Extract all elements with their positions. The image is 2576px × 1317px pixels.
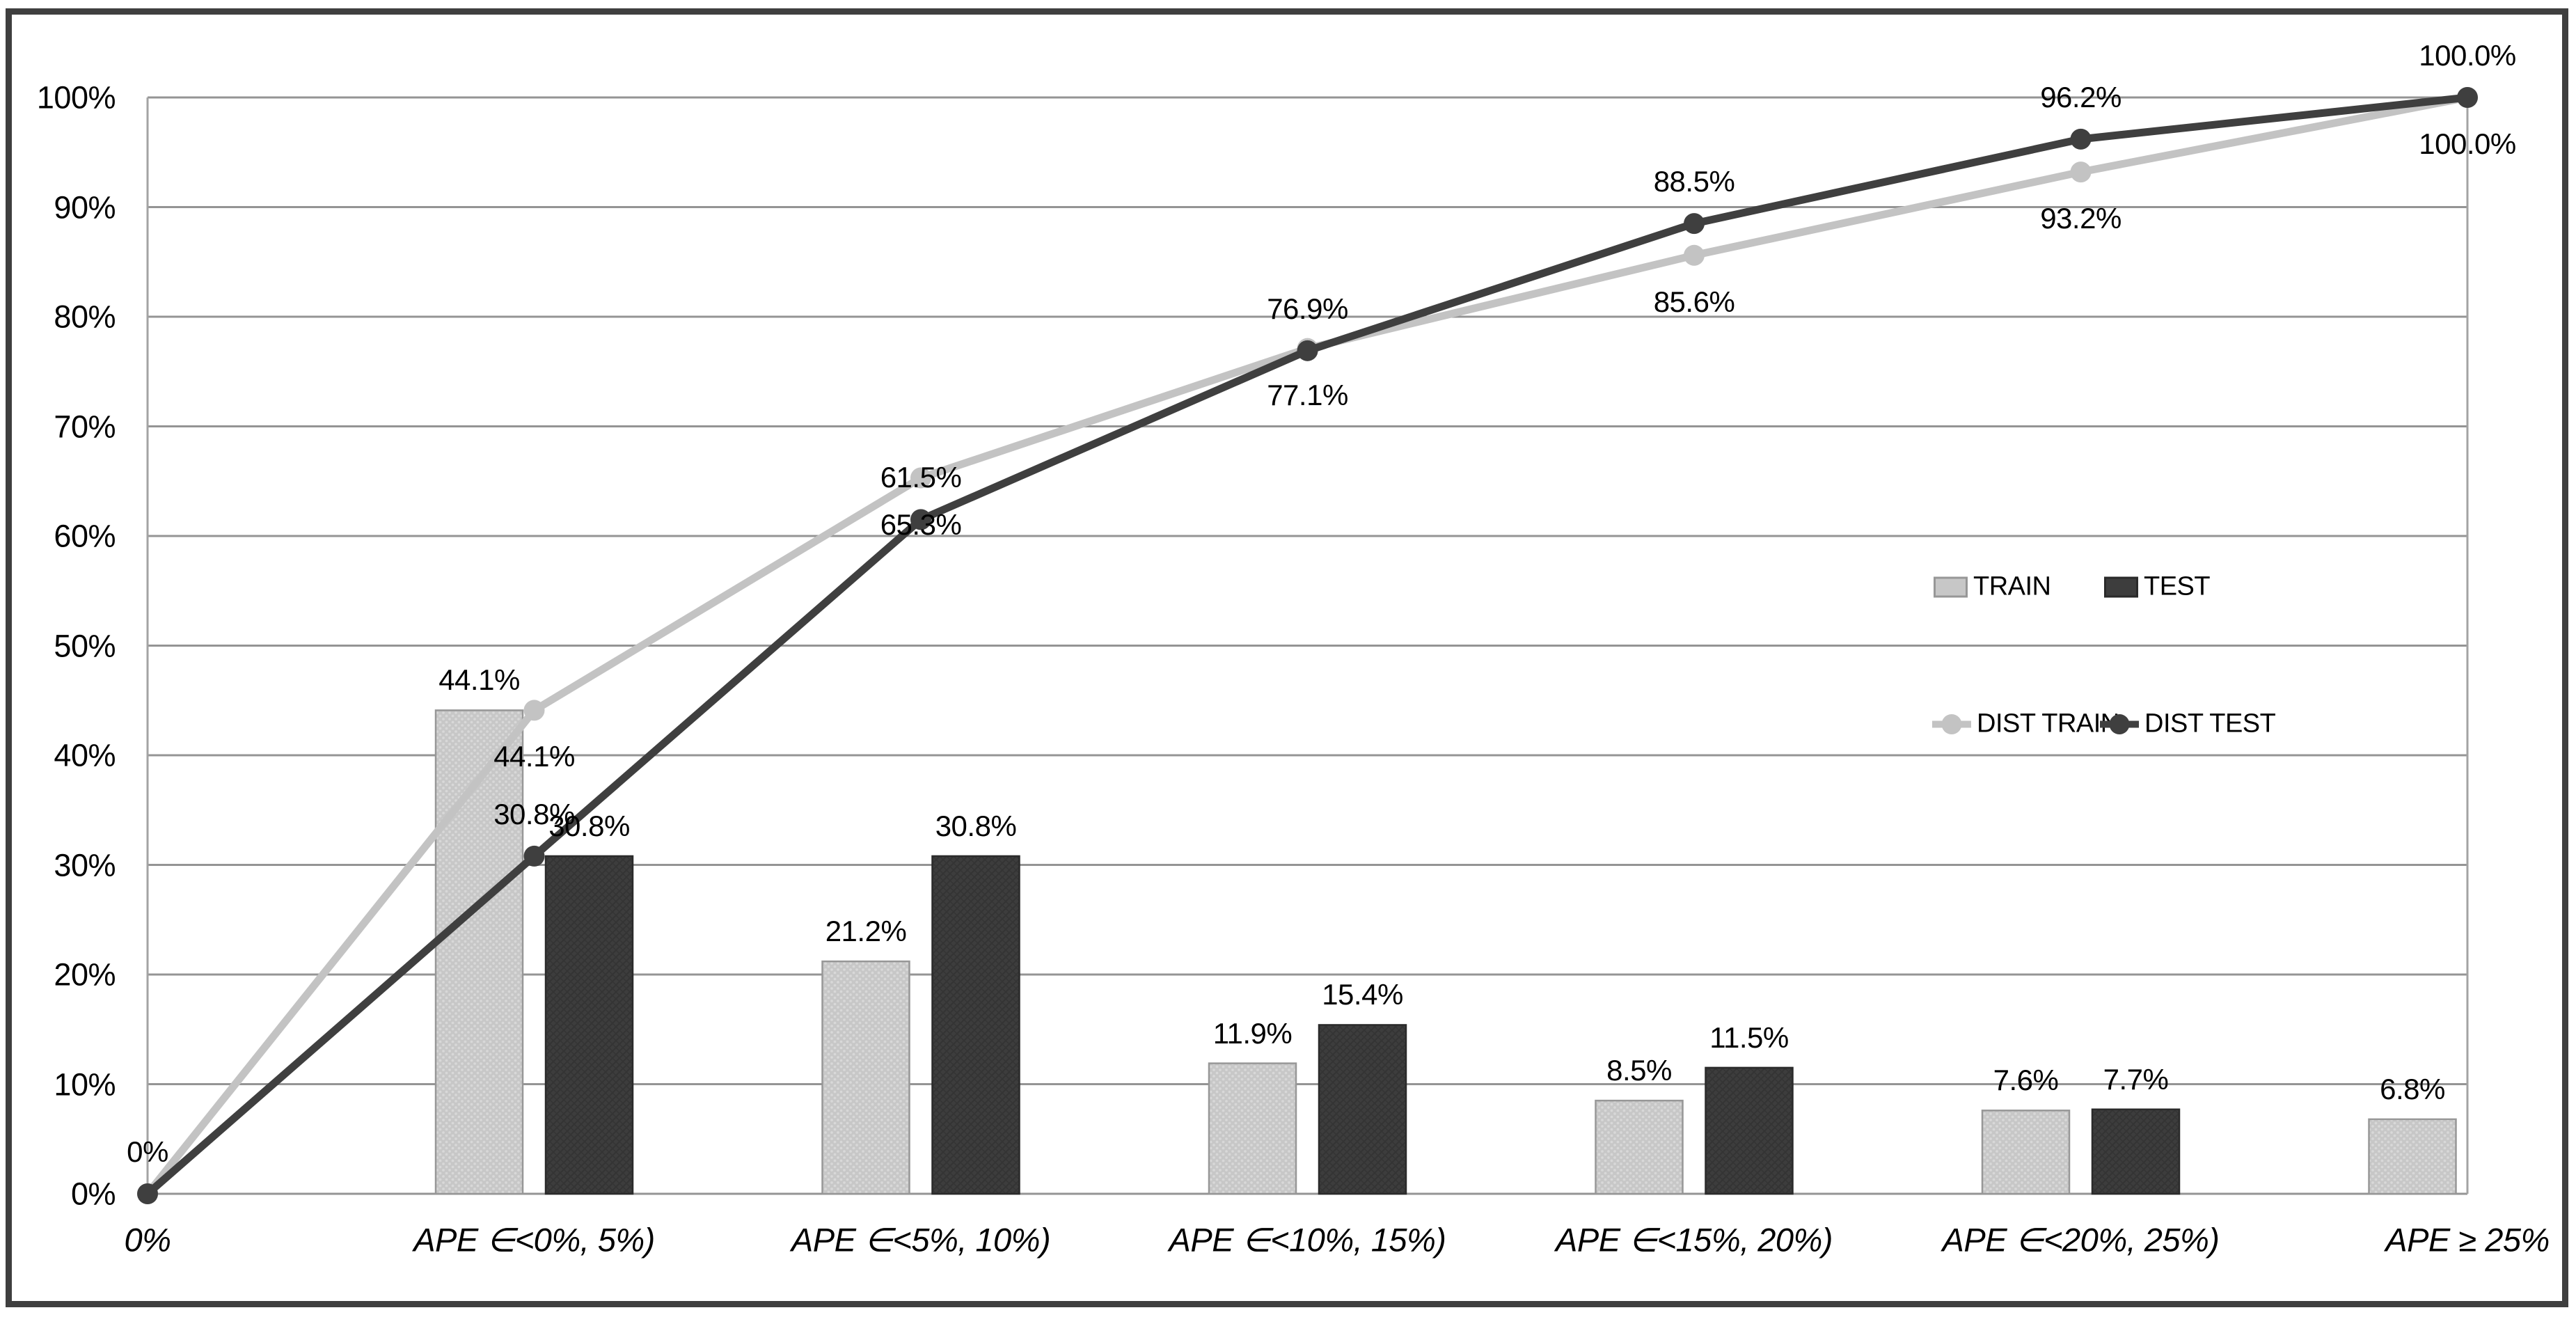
y-tick-label: 20% bbox=[54, 956, 116, 993]
dist-train-marker bbox=[523, 700, 545, 721]
dist-train-value-label: 85.6% bbox=[1653, 285, 1735, 318]
dist-train-value-label: 44.1% bbox=[493, 740, 575, 773]
train-bar-value-label: 44.1% bbox=[438, 663, 520, 697]
dist-test-marker bbox=[1684, 213, 1705, 235]
dist-test-marker bbox=[523, 845, 545, 867]
dist-test-marker bbox=[1297, 340, 1318, 361]
test-bar-value-label: 30.8% bbox=[548, 809, 630, 842]
legend-label-dist-train: DIST TRAIN bbox=[1977, 709, 2119, 739]
test-bar-value-label: 11.5% bbox=[1709, 1020, 1789, 1054]
y-tick-label: 90% bbox=[54, 189, 116, 225]
legend-item-dist-train: DIST TRAIN bbox=[1932, 709, 2119, 739]
y-tick-label: 10% bbox=[54, 1066, 116, 1102]
dist-train-marker-icon bbox=[1932, 713, 1971, 735]
test-bar-value-label: 30.8% bbox=[935, 809, 1017, 842]
test-bar bbox=[931, 855, 1020, 1195]
train-bar bbox=[2368, 1118, 2457, 1195]
train-bar-value-label: 6.8% bbox=[2380, 1072, 2445, 1105]
test-bar-value-label: 15.4% bbox=[1322, 978, 1403, 1011]
dist-test-value-label: 96.2% bbox=[2040, 80, 2121, 113]
dist-train-value-label: 100.0% bbox=[2419, 127, 2516, 160]
train-bar-value-label: 7.6% bbox=[1993, 1064, 2059, 1097]
dist-train-value-label: 65.3% bbox=[880, 507, 962, 541]
y-tick-label: 80% bbox=[54, 299, 116, 335]
dist-train-value-label: 77.1% bbox=[1267, 378, 1348, 411]
train-swatch-icon bbox=[1934, 576, 1968, 597]
legend-label-dist-test: DIST TEST bbox=[2144, 709, 2276, 739]
train-bar bbox=[821, 960, 910, 1195]
dist-test-marker bbox=[137, 1183, 158, 1204]
y-tick-label: 60% bbox=[54, 518, 116, 554]
train-bar bbox=[1208, 1062, 1297, 1195]
test-bar-value-label: 7.7% bbox=[2103, 1062, 2169, 1096]
dist-test-marker bbox=[910, 509, 931, 530]
legend-item-train: TRAIN bbox=[1934, 572, 2051, 602]
legend-label-train: TRAIN bbox=[1973, 571, 2051, 601]
dist-test-marker bbox=[2070, 128, 2092, 150]
dist-test-value-label: 76.9% bbox=[1267, 292, 1348, 325]
train-bar-value-label: 21.2% bbox=[825, 915, 907, 948]
category-label: APE ≥ 25% bbox=[2385, 1221, 2550, 1259]
y-tick-label: 0% bbox=[70, 1176, 116, 1212]
y-tick-label: 50% bbox=[54, 628, 116, 663]
dist-test-value-label: 88.5% bbox=[1653, 165, 1735, 198]
y-tick-label: 40% bbox=[54, 737, 116, 773]
train-bar bbox=[434, 709, 524, 1195]
dist-test-marker-icon bbox=[2100, 713, 2139, 735]
dist-test-value-label: 0% bbox=[127, 1135, 168, 1168]
test-bar bbox=[1705, 1066, 1794, 1195]
y-tick-label: 70% bbox=[54, 409, 116, 444]
category-label: APE ∈<5%, 10%) bbox=[791, 1221, 1051, 1259]
category-label: 0% bbox=[124, 1221, 171, 1259]
y-tick-label: 30% bbox=[54, 847, 116, 883]
dist-test-value-label: 61.5% bbox=[880, 461, 962, 494]
category-label: APE ∈<0%, 5%) bbox=[413, 1221, 655, 1259]
legend-item-test: TEST bbox=[2104, 571, 2211, 602]
dist-test-marker bbox=[2457, 87, 2478, 108]
legend-item-dist-test: DIST TEST bbox=[2100, 709, 2276, 739]
dist-test-value-label: 100.0% bbox=[2419, 39, 2516, 72]
train-bar-value-label: 11.9% bbox=[1212, 1016, 1293, 1050]
dist-train-marker bbox=[910, 467, 931, 489]
dist-train-marker bbox=[2070, 161, 2092, 183]
dist-train-value-label: 93.2% bbox=[2040, 202, 2121, 235]
test-bar bbox=[544, 855, 634, 1195]
dist-train-marker bbox=[1684, 244, 1705, 266]
test-swatch-icon bbox=[2104, 576, 2138, 597]
train-bar bbox=[1981, 1110, 2071, 1195]
test-bar bbox=[2091, 1108, 2181, 1195]
train-bar-value-label: 8.5% bbox=[1606, 1054, 1672, 1087]
legend-label-test: TEST bbox=[2144, 571, 2211, 601]
train-bar bbox=[1595, 1099, 1684, 1195]
category-label: APE ∈<20%, 25%) bbox=[1942, 1221, 2220, 1259]
test-bar bbox=[1318, 1024, 1407, 1195]
category-label: APE ∈<15%, 20%) bbox=[1556, 1221, 1833, 1259]
y-tick-label: 100% bbox=[36, 79, 116, 116]
dist-test-value-label: 30.8% bbox=[493, 797, 575, 830]
category-label: APE ∈<10%, 15%) bbox=[1169, 1221, 1446, 1259]
